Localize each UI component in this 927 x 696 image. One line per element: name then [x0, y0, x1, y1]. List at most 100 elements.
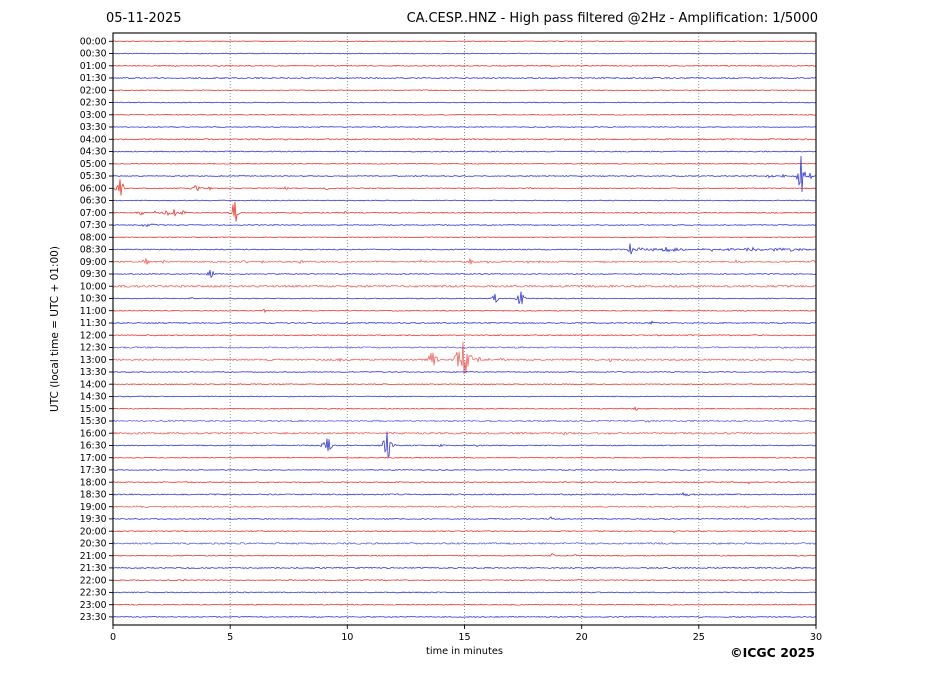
y-tick-label: 21:30	[80, 563, 107, 574]
trace-0030	[112, 52, 817, 55]
trace-2000	[112, 530, 817, 534]
y-tick-label: 00:30	[80, 49, 107, 60]
y-tick-label: 12:30	[80, 343, 107, 354]
y-tick-label: 23:00	[80, 600, 107, 611]
y-tick-label: 08:30	[80, 245, 107, 256]
y-tick-label: 03:00	[80, 110, 107, 121]
x-tick-label: 30	[810, 632, 822, 643]
trace-1900	[112, 505, 817, 509]
trace-2130	[112, 566, 817, 570]
trace-1730	[112, 468, 817, 471]
y-tick-label: 07:30	[80, 220, 107, 231]
trace-0100	[112, 64, 817, 67]
y-tick-label: 09:30	[80, 269, 107, 280]
y-tick-label: 15:00	[80, 404, 107, 415]
y-tick-label: 17:00	[80, 453, 107, 464]
trace-1100	[112, 308, 817, 314]
y-tick-label: 12:00	[80, 330, 107, 341]
plot-title: CA.CESP..HNZ - High pass filtered @2Hz -…	[406, 11, 818, 26]
x-tick-label: 25	[693, 632, 705, 643]
trace-1200	[113, 334, 817, 337]
trace-0230	[112, 101, 817, 104]
trace-0430	[112, 150, 817, 153]
y-tick-label: 02:00	[80, 86, 107, 97]
trace-1930	[112, 516, 817, 520]
trace-1700	[113, 456, 816, 459]
y-tick-label: 13:00	[80, 355, 107, 366]
y-tick-label: 19:00	[80, 502, 107, 513]
trace-0130	[112, 76, 817, 80]
y-tick-label: 22:00	[80, 575, 107, 586]
y-tick-label: 05:30	[80, 171, 107, 182]
y-tick-label: 05:00	[80, 159, 107, 170]
y-tick-label: 10:30	[80, 294, 107, 305]
trace-1130	[112, 320, 817, 325]
trace-0600	[113, 179, 817, 196]
trace-1430	[112, 395, 817, 398]
trace-2200	[112, 578, 817, 582]
trace-1800	[112, 481, 817, 485]
y-tick-label: 15:30	[80, 416, 107, 427]
trace-1500	[112, 406, 817, 411]
trace-1830	[112, 491, 817, 497]
plot-date: 05-11-2025	[106, 11, 182, 26]
trace-2330	[112, 615, 817, 618]
plot-border	[112, 32, 817, 626]
trace-0330	[112, 126, 817, 128]
y-tick-label: 02:30	[80, 98, 107, 109]
trace-1600	[112, 431, 817, 436]
trace-0300	[112, 113, 817, 116]
y-tick-label: 18:30	[80, 490, 107, 501]
y-tick-label: 23:30	[80, 612, 107, 623]
y-tick-label: 17:30	[80, 465, 107, 476]
y-tick-label: 03:30	[80, 122, 107, 133]
trace-0530	[112, 155, 817, 193]
trace-0200	[112, 89, 817, 92]
y-tick-label: 16:00	[80, 428, 107, 439]
trace-1000	[112, 284, 817, 288]
trace-1530	[112, 419, 817, 423]
y-tick-label: 04:00	[80, 135, 107, 146]
trace-0500	[112, 162, 816, 165]
trace-1300	[112, 341, 817, 375]
copyright-text: ©ICGC 2025	[730, 645, 815, 660]
x-axis-label: time in minutes	[426, 646, 503, 657]
y-tick-label: 09:00	[80, 257, 107, 268]
trace-1400	[112, 383, 817, 386]
x-tick-label: 15	[458, 632, 470, 643]
y-tick-label: 00:00	[80, 37, 107, 48]
y-tick-label: 14:00	[80, 379, 107, 390]
y-tick-label: 18:00	[80, 477, 107, 488]
trace-2030	[112, 541, 817, 545]
x-tick-label: 10	[341, 632, 353, 643]
y-tick-label: 06:30	[80, 196, 107, 207]
y-tick-label: 13:30	[80, 367, 107, 378]
y-tick-label: 20:30	[80, 539, 107, 550]
trace-0730	[112, 223, 817, 228]
y-tick-label: 01:00	[80, 61, 107, 72]
trace-0400	[112, 138, 816, 141]
x-tick-label: 5	[227, 632, 233, 643]
trace-1330	[112, 370, 817, 373]
trace-0630	[112, 199, 817, 202]
y-tick-label: 20:00	[80, 526, 107, 537]
trace-0800	[112, 236, 816, 239]
trace-2230	[112, 591, 817, 594]
trace-2300	[112, 603, 816, 606]
y-tick-label: 01:30	[80, 73, 107, 84]
trace-2100	[112, 552, 817, 557]
trace-0830	[112, 243, 817, 255]
y-tick-label: 08:00	[80, 233, 107, 244]
y-tick-label: 16:30	[80, 441, 107, 452]
y-tick-label: 04:30	[80, 147, 107, 158]
y-tick-label: 21:00	[80, 551, 107, 562]
trace-1030	[112, 291, 817, 305]
trace-0000	[112, 40, 817, 43]
x-tick-label: 0	[110, 632, 116, 643]
y-tick-label: 11:00	[80, 306, 107, 317]
trace-0700	[112, 201, 817, 222]
y-tick-label: 06:00	[80, 184, 107, 195]
y-tick-label: 14:30	[80, 392, 107, 403]
